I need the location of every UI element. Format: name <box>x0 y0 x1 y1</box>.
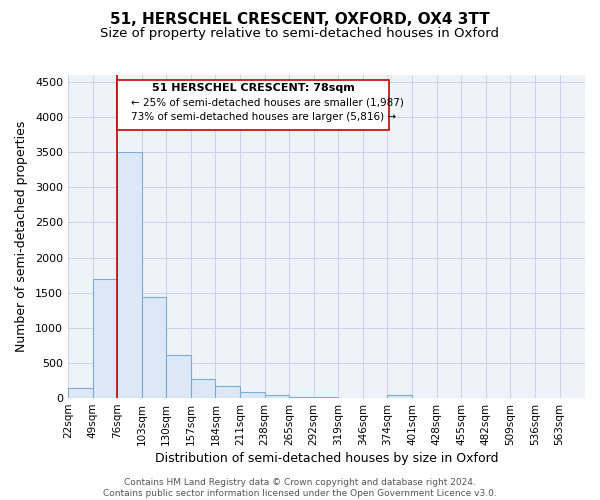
Text: 73% of semi-detached houses are larger (5,816) →: 73% of semi-detached houses are larger (… <box>131 112 396 122</box>
Bar <box>191 379 215 398</box>
Text: Size of property relative to semi-detached houses in Oxford: Size of property relative to semi-detach… <box>101 28 499 40</box>
Bar <box>142 297 166 398</box>
Bar <box>265 395 289 398</box>
Bar <box>215 386 240 398</box>
Bar <box>240 392 265 398</box>
Y-axis label: Number of semi-detached properties: Number of semi-detached properties <box>15 121 28 352</box>
Text: 51 HERSCHEL CRESCENT: 78sqm: 51 HERSCHEL CRESCENT: 78sqm <box>152 82 355 92</box>
Text: 51, HERSCHEL CRESCENT, OXFORD, OX4 3TT: 51, HERSCHEL CRESCENT, OXFORD, OX4 3TT <box>110 12 490 28</box>
Bar <box>289 396 314 398</box>
Text: Contains HM Land Registry data © Crown copyright and database right 2024.
Contai: Contains HM Land Registry data © Crown c… <box>103 478 497 498</box>
Text: ← 25% of semi-detached houses are smaller (1,987): ← 25% of semi-detached houses are smalle… <box>131 98 404 108</box>
Bar <box>117 152 142 398</box>
X-axis label: Distribution of semi-detached houses by size in Oxford: Distribution of semi-detached houses by … <box>155 452 498 465</box>
Bar <box>92 278 117 398</box>
Bar <box>388 396 412 398</box>
FancyBboxPatch shape <box>117 80 389 130</box>
Bar <box>166 354 191 398</box>
Bar <box>68 388 92 398</box>
